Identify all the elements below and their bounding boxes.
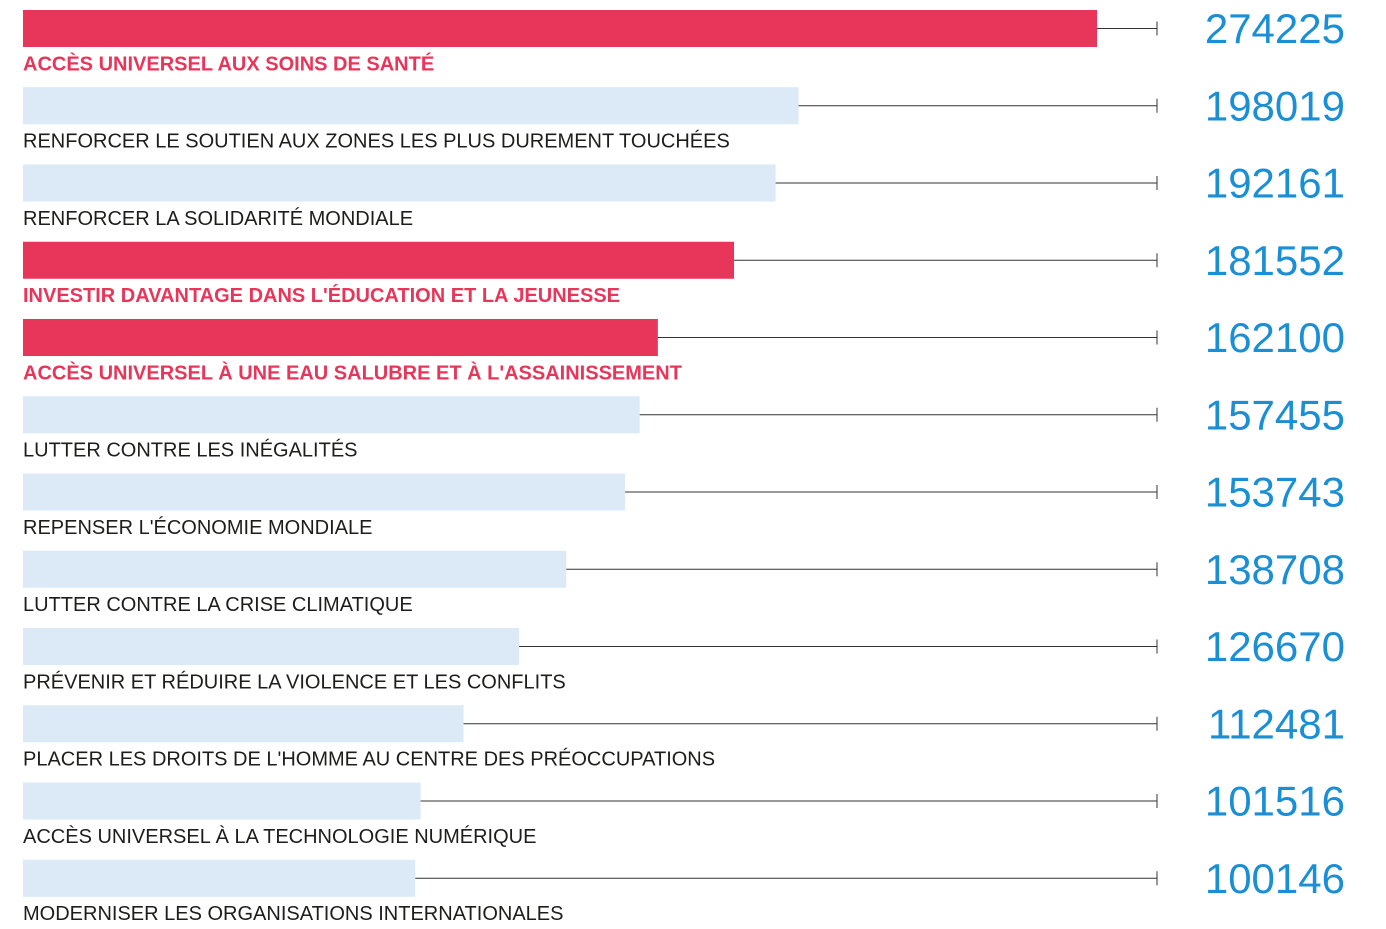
value-label: 100146 bbox=[1205, 855, 1345, 902]
bar bbox=[23, 550, 567, 588]
value-label: 153743 bbox=[1205, 469, 1345, 516]
category-label: RENFORCER LA SOLIDARITÉ MONDIALE bbox=[23, 207, 413, 230]
category-label: LUTTER CONTRE LA CRISE CLIMATIQUE bbox=[23, 594, 413, 616]
value-label: 157455 bbox=[1205, 391, 1345, 438]
bar bbox=[23, 164, 776, 202]
category-label: ACCÈS UNIVERSEL À UNE EAU SALUBRE ET À L… bbox=[23, 361, 682, 384]
bar bbox=[23, 782, 421, 820]
value-label: 112481 bbox=[1208, 700, 1345, 747]
category-label: ACCÈS UNIVERSEL AUX SOINS DE SANTÉ bbox=[23, 52, 434, 75]
bar bbox=[23, 10, 1097, 47]
category-label: RENFORCER LE SOUTIEN AUX ZONES LES PLUS … bbox=[23, 130, 730, 153]
bar bbox=[23, 859, 416, 897]
value-label: 101516 bbox=[1205, 778, 1345, 825]
bar bbox=[23, 319, 658, 356]
value-label: 181552 bbox=[1205, 237, 1345, 284]
category-label: LUTTER CONTRE LES INÉGALITÉS bbox=[23, 439, 358, 462]
value-label: 192161 bbox=[1205, 160, 1345, 207]
value-label: 274225 bbox=[1205, 5, 1345, 52]
bar bbox=[23, 705, 464, 743]
category-label: PLACER LES DROITS DE L'HOMME AU CENTRE D… bbox=[23, 748, 715, 771]
bar bbox=[23, 628, 520, 665]
value-label: 126670 bbox=[1205, 623, 1345, 670]
value-label: 162100 bbox=[1205, 314, 1345, 361]
category-label: ACCÈS UNIVERSEL À LA TECHNOLOGIE NUMÉRIQ… bbox=[23, 825, 536, 848]
category-label: MODERNISER LES ORGANISATIONS INTERNATION… bbox=[23, 903, 563, 925]
value-label: 198019 bbox=[1205, 82, 1345, 129]
category-label: REPENSER L'ÉCONOMIE MONDIALE bbox=[23, 516, 372, 539]
bar bbox=[23, 241, 735, 279]
bar bbox=[23, 473, 626, 511]
bar bbox=[23, 396, 640, 434]
bar bbox=[23, 87, 799, 125]
value-label: 138708 bbox=[1205, 546, 1345, 593]
category-label: PRÉVENIR ET RÉDUIRE LA VIOLENCE ET LES C… bbox=[23, 670, 566, 693]
category-label: INVESTIR DAVANTAGE DANS L'ÉDUCATION ET L… bbox=[23, 284, 620, 307]
